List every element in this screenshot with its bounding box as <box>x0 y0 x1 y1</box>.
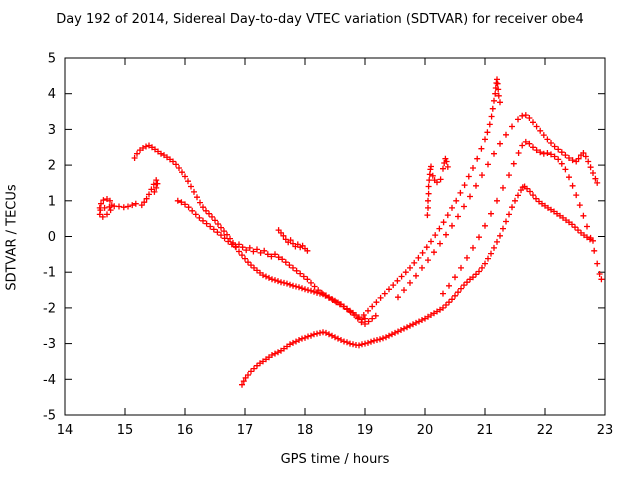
svg-text:4: 4 <box>48 87 56 102</box>
svg-text:21: 21 <box>477 423 494 438</box>
chart-title: Day 192 of 2014, Sidereal Day-to-day VTE… <box>56 12 584 27</box>
svg-text:19: 19 <box>357 423 374 438</box>
svg-text:18: 18 <box>297 423 314 438</box>
svg-text:-5: -5 <box>43 409 56 424</box>
svg-text:2: 2 <box>48 159 56 174</box>
svg-text:22: 22 <box>537 423 554 438</box>
svg-text:0: 0 <box>48 230 56 245</box>
svg-text:14: 14 <box>57 423 74 438</box>
x-axis-label: GPS time / hours <box>280 452 390 467</box>
svg-text:-3: -3 <box>43 337 56 352</box>
svg-text:5: 5 <box>48 52 56 67</box>
svg-text:1: 1 <box>48 194 56 209</box>
svg-text:-2: -2 <box>43 301 56 316</box>
svg-text:-1: -1 <box>43 266 56 281</box>
svg-text:16: 16 <box>177 423 194 438</box>
svg-text:17: 17 <box>237 423 254 438</box>
svg-text:23: 23 <box>597 423 614 438</box>
svg-text:15: 15 <box>117 423 134 438</box>
svg-text:20: 20 <box>417 423 434 438</box>
svg-text:-4: -4 <box>43 373 56 388</box>
svg-text:3: 3 <box>48 123 56 138</box>
